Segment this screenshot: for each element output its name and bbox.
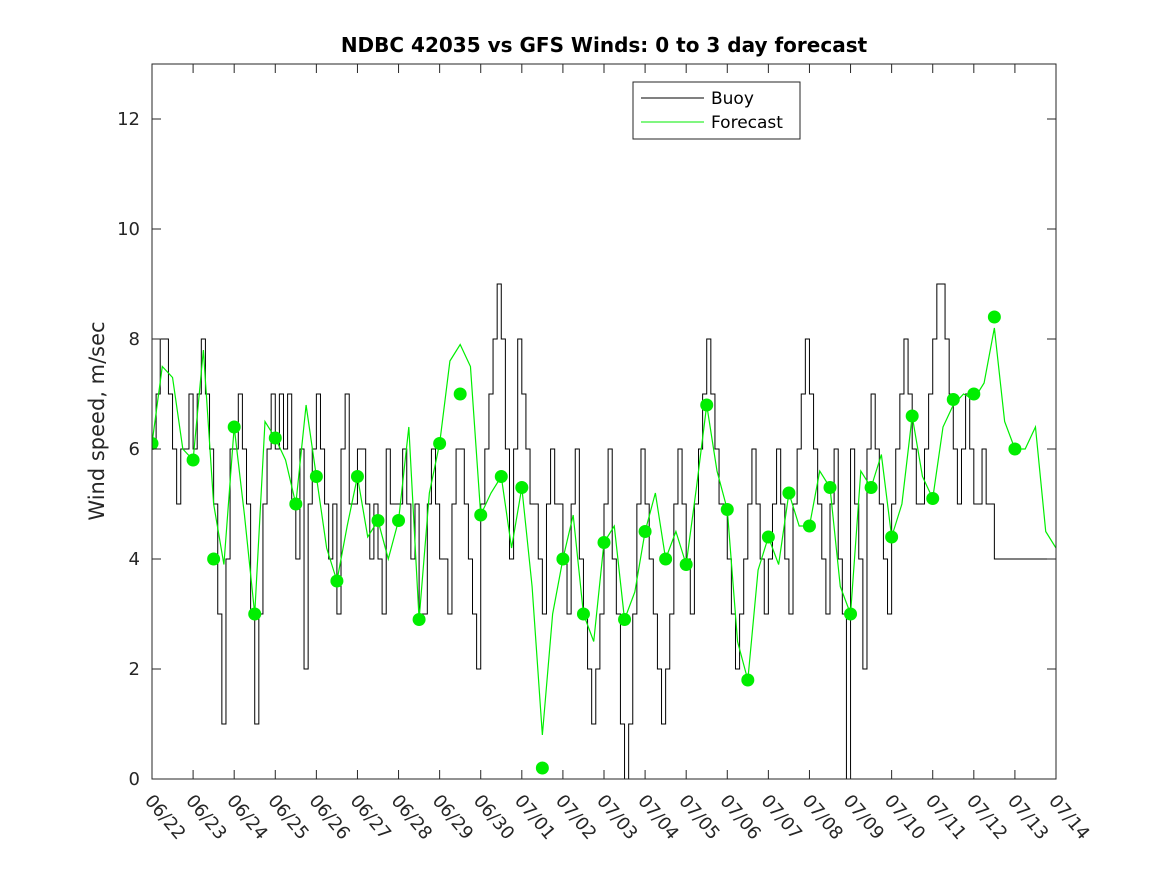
forecast-marker — [741, 673, 755, 687]
y-tick-label: 6 — [129, 439, 140, 460]
forecast-marker — [248, 607, 262, 621]
forecast-marker — [885, 530, 899, 544]
forecast-marker — [946, 393, 960, 406]
forecast-marker — [802, 519, 816, 533]
forecast-marker — [268, 431, 282, 445]
forecast-marker — [371, 514, 385, 527]
forecast-marker — [207, 552, 221, 566]
y-tick-label: 0 — [129, 769, 140, 790]
y-axis-label: Wind speed, m/sec — [85, 321, 109, 520]
plot-area — [152, 283, 1056, 779]
forecast-marker — [967, 387, 981, 401]
legend: Buoy Forecast — [632, 81, 801, 140]
forecast-marker — [823, 481, 837, 494]
forecast-marker — [761, 530, 775, 544]
y-tick-label: 10 — [117, 219, 140, 240]
forecast-marker — [638, 525, 652, 538]
y-axis: 0 2 4 6 8 10 12 — [117, 109, 1056, 790]
forecast-marker — [392, 514, 406, 527]
forecast-marker — [905, 409, 919, 423]
legend-forecast-label: Forecast — [711, 113, 783, 133]
forecast-marker — [186, 453, 200, 467]
forecast-marker — [987, 310, 1001, 324]
forecast-marker — [330, 574, 344, 588]
forecast-marker — [556, 552, 570, 566]
y-tick-label: 8 — [129, 329, 140, 350]
forecast-marker — [700, 398, 714, 412]
forecast-marker — [844, 607, 858, 621]
forecast-marker — [350, 470, 364, 483]
forecast-marker — [515, 481, 529, 494]
forecast-marker — [597, 536, 611, 549]
forecast-marker — [412, 613, 426, 626]
buoy-series-line — [152, 283, 1056, 779]
y-tick-label: 12 — [117, 109, 140, 130]
forecast-marker — [659, 552, 673, 566]
forecast-marker — [864, 481, 878, 494]
forecast-marker — [1008, 442, 1022, 456]
legend-box — [632, 81, 801, 140]
legend-buoy-label: Buoy — [711, 89, 754, 109]
forecast-marker — [152, 437, 159, 450]
forecast-marker — [679, 558, 693, 571]
forecast-marker — [576, 607, 590, 621]
forecast-marker — [453, 387, 467, 401]
chart-title: NDBC 42035 vs GFS Winds: 0 to 3 day fore… — [341, 33, 868, 57]
forecast-marker — [289, 497, 303, 511]
forecast-marker — [433, 437, 447, 450]
forecast-marker — [309, 470, 323, 483]
forecast-marker — [474, 508, 488, 522]
forecast-marker — [227, 420, 241, 434]
forecast-marker — [720, 503, 734, 516]
y-tick-label: 2 — [129, 659, 140, 680]
forecast-marker — [535, 761, 549, 775]
forecast-marker — [926, 492, 940, 505]
forecast-marker — [782, 486, 796, 500]
forecast-marker — [494, 470, 508, 483]
y-tick-label: 4 — [129, 549, 140, 570]
forecast-marker — [618, 613, 632, 626]
series-layer — [152, 283, 1056, 779]
